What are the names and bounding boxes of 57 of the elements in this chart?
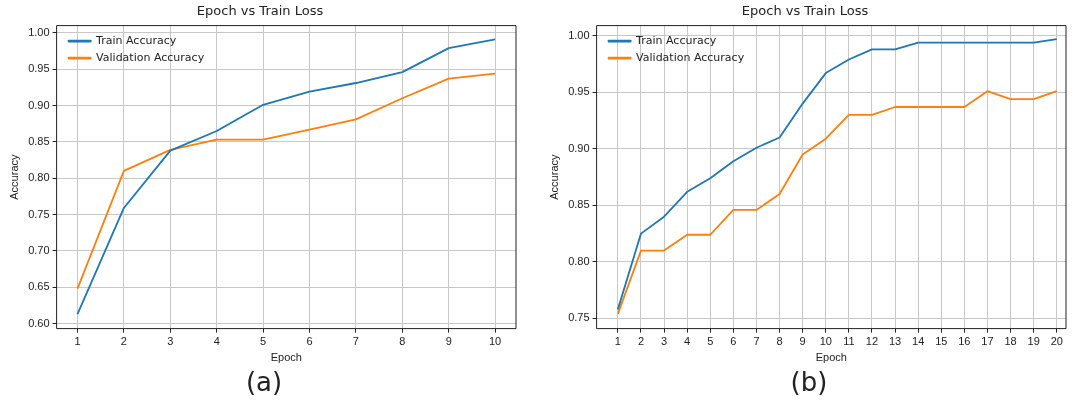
- y-tick-label: 0.70: [28, 243, 50, 256]
- x-tick-label: 11: [843, 335, 855, 348]
- x-tick-label: 5: [260, 335, 267, 348]
- y-tick-label: 0.80: [28, 171, 50, 184]
- legend-label: Train Accuracy: [95, 33, 177, 47]
- x-axis-title: Epoch: [270, 351, 302, 364]
- y-tick-label: 0.85: [568, 198, 590, 211]
- y-tick-label: 0.90: [28, 98, 50, 111]
- x-tick-label: 20: [1050, 335, 1063, 348]
- legend-label: Validation Accuracy: [96, 50, 205, 64]
- x-tick-label: 3: [661, 335, 668, 348]
- y-tick-label: 0.95: [568, 85, 590, 98]
- x-tick-label: 18: [1004, 335, 1017, 348]
- x-tick-label: 2: [637, 335, 645, 348]
- x-tick-label: 17: [981, 335, 994, 348]
- text: (b): [790, 367, 828, 397]
- y-tick-label: 0.75: [568, 311, 590, 324]
- x-tick-label: 10: [819, 335, 832, 348]
- x-tick-label: 1: [74, 335, 81, 348]
- x-tick-label: 4: [684, 335, 691, 348]
- x-tick-label: 5: [707, 335, 714, 348]
- y-axis-title: Accuracy: [7, 153, 20, 200]
- y-tick-label: 0.95: [28, 62, 50, 75]
- x-tick-label: 9: [799, 335, 806, 348]
- x-tick-label: 19: [1027, 335, 1040, 348]
- y-tick-label: 0.75: [28, 207, 50, 220]
- x-tick-label: 1: [614, 335, 621, 348]
- chart-title: Epoch vs Train Loss: [741, 3, 869, 19]
- x-tick-label: 8: [776, 335, 783, 348]
- y-axis-title: Accuracy: [547, 153, 560, 200]
- x-tick-label: 7: [352, 335, 359, 348]
- x-tick-label: 6: [730, 335, 737, 348]
- y-tick-label: 1.00: [568, 28, 590, 41]
- x-tick-label: 8: [399, 335, 406, 348]
- y-tick-label: 1.00: [28, 25, 50, 38]
- text: (a): [245, 367, 283, 397]
- y-tick-label: 0.85: [28, 134, 50, 147]
- x-tick-label: 15: [935, 335, 948, 348]
- legend-label: Validation Accuracy: [636, 50, 745, 64]
- x-tick-label: 12: [865, 335, 879, 348]
- y-tick-label: 0.60: [28, 316, 50, 329]
- x-tick-label: 2: [120, 335, 127, 348]
- x-tick-label: 7: [753, 335, 760, 348]
- x-tick-label: 13: [888, 335, 902, 348]
- x-tick-label: 16: [958, 335, 971, 348]
- chart-title: Epoch vs Train Loss: [196, 3, 324, 19]
- x-tick-label: 6: [306, 335, 313, 348]
- y-tick-label: 0.90: [568, 141, 590, 154]
- legend-label: Train Accuracy: [635, 33, 717, 47]
- x-tick-label: 14: [912, 335, 925, 348]
- x-tick-label: 3: [167, 335, 174, 348]
- y-tick-label: 0.80: [568, 254, 590, 267]
- x-tick-label: 4: [213, 335, 220, 348]
- y-tick-label: 0.65: [28, 280, 50, 293]
- x-tick-label: 9: [445, 335, 452, 348]
- x-tick-label: 10: [488, 335, 502, 348]
- x-axis-title: Epoch: [815, 351, 847, 364]
